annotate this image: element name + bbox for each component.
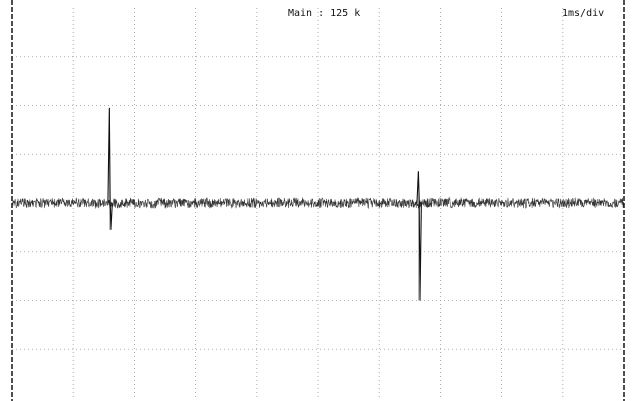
memory-length-label: Main : 125 k (288, 8, 360, 20)
timebase-label: 1ms/div (562, 8, 604, 20)
